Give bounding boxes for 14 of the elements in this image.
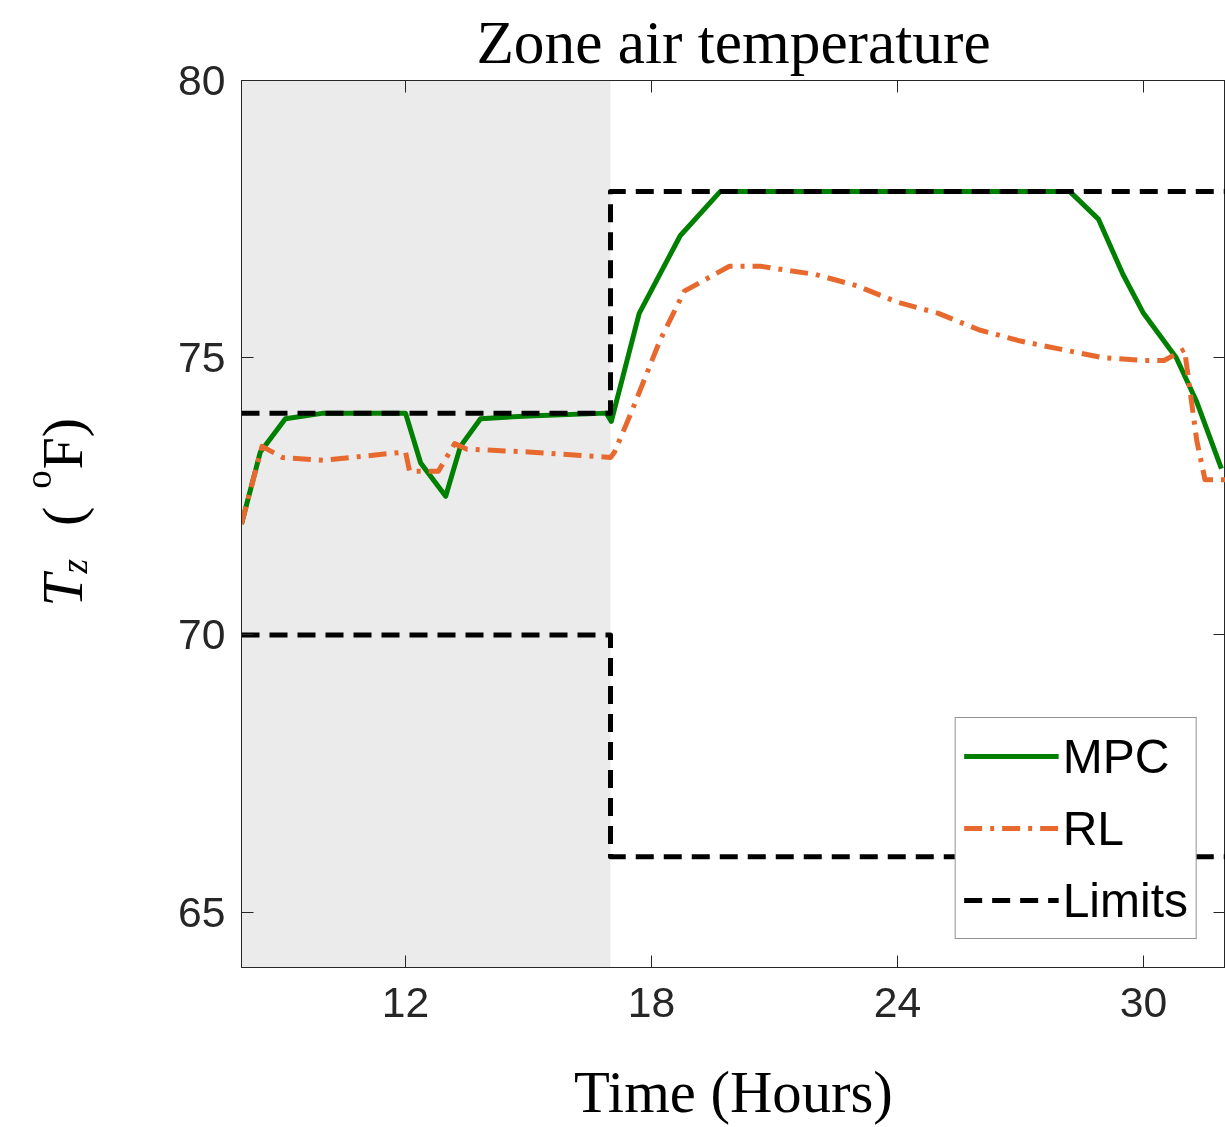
y-tick-label: 80 xyxy=(178,56,226,104)
legend-label: RL xyxy=(1062,800,1125,857)
x-tick-label: 18 xyxy=(627,977,676,1026)
x-axis-title: Time (Hours) xyxy=(574,1059,893,1125)
x-tick-label: 24 xyxy=(873,977,922,1026)
x-tick-label: 30 xyxy=(1119,977,1168,1026)
y-tick-label: 70 xyxy=(178,610,226,659)
x-tick-label: 12 xyxy=(381,977,430,1026)
y-tick-label: 75 xyxy=(178,333,226,382)
legend-label: MPC xyxy=(1062,728,1170,785)
y-tick-label: 65 xyxy=(178,887,226,936)
y-axis-title: Tz (oF) xyxy=(18,417,95,607)
chart-title: Zone air temperature xyxy=(476,7,991,76)
legend-label: Limits xyxy=(1062,872,1188,929)
